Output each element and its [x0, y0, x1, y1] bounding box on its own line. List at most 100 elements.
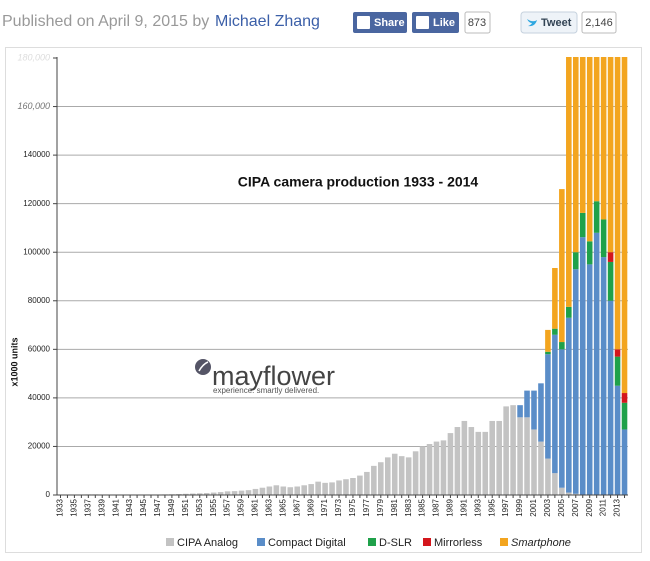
bar-segment	[579, 212, 586, 238]
bar-segment	[593, 232, 600, 496]
bar-segment	[538, 383, 544, 442]
bar-segment	[607, 57, 614, 253]
x-tick-label: 2011	[599, 498, 608, 516]
y-tick-label: 140000	[23, 150, 50, 159]
y-tick-label: 60000	[28, 344, 51, 353]
x-tick-label: 1947	[153, 498, 162, 516]
bar-segment	[531, 429, 537, 495]
x-tick-label: 1959	[237, 498, 246, 516]
x-tick-label: 1955	[209, 498, 218, 516]
bar-segment	[545, 458, 551, 495]
bar-segment	[489, 420, 495, 495]
tweet-count: 2,146	[585, 17, 613, 29]
bar-segment	[524, 390, 530, 418]
bar-segment	[586, 57, 593, 242]
x-tick-label: 2007	[571, 498, 580, 516]
bar-segment	[405, 457, 412, 495]
bar-segment	[280, 486, 287, 495]
bar-segment	[350, 478, 356, 495]
x-tick-label: 1977	[362, 498, 371, 516]
like-text: Like	[433, 17, 455, 29]
bar-segment	[217, 492, 224, 495]
legend-swatch	[166, 538, 174, 546]
author-link[interactable]: Michael Zhang	[215, 13, 320, 30]
bar-segment	[183, 493, 189, 495]
bar-segment	[586, 264, 593, 495]
x-tick-label: 1999	[515, 498, 524, 516]
bar-segment	[552, 473, 558, 495]
x-tick-label: 1971	[320, 498, 329, 516]
bar-segment	[566, 57, 572, 307]
legend-label: D-SLR	[379, 537, 412, 549]
y-tick-label: 180,000	[17, 52, 50, 62]
bar-segment	[621, 429, 628, 495]
bar-segment	[294, 486, 301, 495]
x-tick-label: 1951	[181, 498, 190, 516]
bar-segment	[210, 492, 217, 495]
bar-segment	[572, 252, 579, 270]
bar-segment	[600, 57, 607, 220]
bar-segment	[559, 349, 565, 488]
x-tick-label: 1997	[501, 498, 510, 516]
legend-swatch	[423, 538, 431, 546]
x-tick-label: 1989	[446, 498, 455, 516]
bar-segment	[545, 329, 551, 352]
tweet-text: Tweet	[541, 17, 572, 29]
x-tick-label: 1949	[167, 498, 176, 516]
x-tick-label: 2009	[585, 498, 594, 516]
watermark-tagline: experience. smartly delivered.	[213, 386, 319, 395]
bar-segment	[566, 306, 572, 318]
legend-label: Smartphone	[511, 537, 571, 549]
bar-segment	[614, 57, 621, 350]
legend: CIPA Analog Compact Digital D-SLR Mirrorles…	[166, 537, 571, 549]
bar-segment	[607, 261, 614, 301]
bar-segment	[586, 241, 593, 265]
x-tick-label: 1985	[418, 498, 427, 516]
bar-segment	[552, 334, 558, 474]
bar-segment	[475, 431, 482, 495]
x-tick-label: 1983	[404, 498, 413, 516]
bar-segment	[559, 487, 565, 495]
bar-segment	[224, 491, 231, 495]
bar-segment	[371, 465, 377, 495]
bar-segment	[454, 427, 461, 495]
x-tick-label: 1975	[348, 498, 357, 516]
legend-swatch	[257, 538, 265, 546]
y-tick-label: 0	[46, 490, 51, 499]
bar-segment	[273, 485, 280, 495]
bar-segment	[259, 487, 266, 495]
tweet-button[interactable]	[520, 11, 578, 34]
bar-segment	[364, 471, 370, 495]
bar-segment	[322, 482, 328, 495]
legend-label: CIPA Analog	[177, 537, 238, 549]
like-count: 873	[468, 17, 486, 29]
bar-segment	[572, 493, 579, 495]
bar-segment	[614, 349, 621, 357]
bar-segment	[621, 393, 628, 403]
bar-segment	[266, 486, 273, 495]
bar-segment	[461, 420, 468, 495]
y-tick-label: 20000	[28, 442, 51, 451]
logo-icon	[195, 359, 211, 375]
bar-segment	[517, 417, 523, 495]
x-tick-label: 1995	[487, 498, 496, 516]
bar-segment	[391, 453, 398, 495]
bar-segment	[600, 257, 607, 495]
x-tick-label: 2005	[557, 498, 566, 516]
bar-segment	[572, 57, 579, 253]
bar-segment	[579, 237, 586, 495]
bar-segment	[621, 402, 628, 430]
bar-segment	[579, 57, 586, 213]
fb-icon	[416, 16, 429, 29]
bar-segment	[412, 451, 419, 495]
bar-segment	[524, 417, 530, 495]
bar-segment	[600, 219, 607, 258]
published: Published on April 9, 2015 by	[2, 13, 209, 30]
bar-segment	[545, 351, 551, 355]
bar-segment	[614, 385, 621, 495]
bar-segment	[301, 485, 307, 495]
bar-segment	[336, 480, 342, 495]
bar-segment	[433, 441, 440, 495]
twitter-icon	[527, 19, 537, 27]
